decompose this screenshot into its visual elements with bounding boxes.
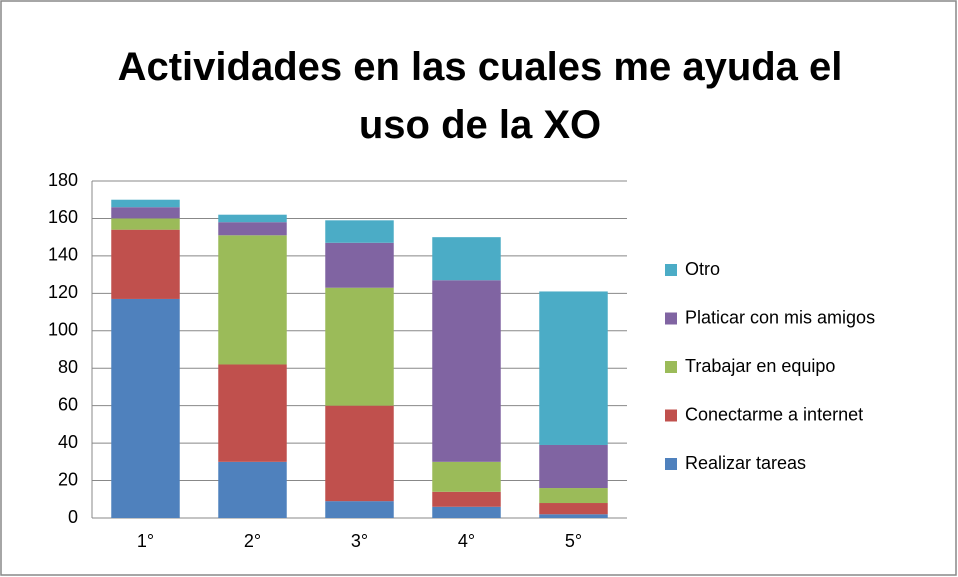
bar-segment (218, 461, 287, 518)
bar-segment (539, 514, 608, 518)
legend-label: Conectarme a internet (685, 404, 863, 424)
bar-segment (111, 199, 180, 208)
bar-segment (432, 491, 501, 507)
y-tick-label: 100 (48, 320, 78, 340)
legend-swatch (665, 458, 677, 470)
y-tick-label: 160 (48, 207, 78, 227)
y-tick-label: 80 (58, 357, 78, 377)
bar-segment (432, 280, 501, 462)
y-tick-label: 0 (68, 507, 78, 527)
x-tick-label: 3° (351, 531, 368, 551)
legend-label: Trabajar en equipo (685, 356, 835, 376)
x-tick-label: 5° (565, 531, 582, 551)
bar-segment (325, 405, 394, 502)
bar-segment (432, 237, 501, 281)
x-tick-label: 4° (458, 531, 475, 551)
bar-segment (539, 291, 608, 445)
bar-segment (111, 207, 180, 219)
y-tick-label: 40 (58, 432, 78, 452)
x-tick-label: 2° (244, 531, 261, 551)
bar-segment (111, 218, 180, 230)
bar-segment (218, 364, 287, 462)
legend-swatch (665, 312, 677, 325)
legend-label: Otro (685, 259, 720, 279)
bar-segment (218, 235, 287, 365)
bar-segment (325, 501, 394, 518)
legend-label: Platicar con mis amigos (685, 307, 875, 327)
bar-segment (432, 461, 501, 492)
y-tick-label: 60 (58, 394, 78, 414)
y-tick-label: 120 (48, 282, 78, 302)
legend-swatch (665, 264, 677, 276)
bar-segment (111, 298, 180, 518)
bar-segment (325, 220, 394, 243)
bar-segment (111, 229, 180, 299)
x-tick-label: 1° (137, 531, 154, 551)
legend-swatch (665, 361, 677, 373)
bar-segment (539, 488, 608, 504)
bar-segment (218, 214, 287, 223)
y-tick-label: 180 (48, 170, 78, 190)
bar-segment (539, 503, 608, 515)
y-tick-label: 20 (58, 469, 78, 489)
legend-swatch (665, 409, 677, 422)
chart-title: Actividades en las cuales me ayuda el us… (117, 45, 843, 147)
bar-segment (218, 222, 287, 236)
bar-segment (325, 287, 394, 406)
bar-segment (539, 444, 608, 489)
bar-segment (432, 506, 501, 518)
y-tick-label: 140 (48, 245, 78, 265)
bar-segment (325, 242, 394, 288)
legend-label: Realizar tareas (685, 453, 806, 473)
